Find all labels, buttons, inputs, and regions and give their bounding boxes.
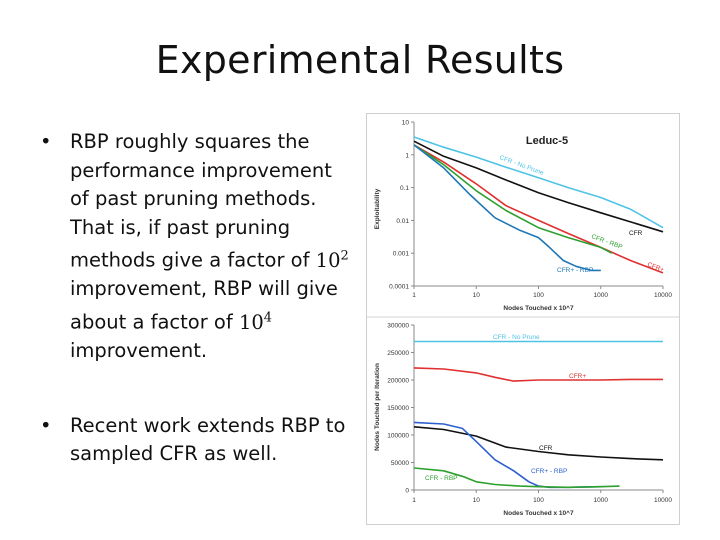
series-line-cfr xyxy=(413,426,664,461)
x-tick-label: 10000 xyxy=(654,292,672,299)
bullet-marker: • xyxy=(40,413,52,437)
series-label: CFR - No Prune xyxy=(493,334,540,341)
series-line-cfr-rbp xyxy=(413,467,620,489)
chart-title: Leduc-5 xyxy=(526,135,568,147)
bullet-list: • RBP roughly squares the performance im… xyxy=(40,128,352,515)
y-tick-label: 150000 xyxy=(387,405,409,412)
bullet-text-part-a: RBP roughly squares the performance impr… xyxy=(70,130,332,272)
y-tick-label: 10 xyxy=(402,120,410,127)
x-tick-label: 100 xyxy=(533,292,544,299)
series-label: CFR - No Prune xyxy=(498,154,545,177)
x-tick-label: 1000 xyxy=(594,292,609,299)
x-tick-label: 100 xyxy=(533,497,544,504)
slide-title: Experimental Results xyxy=(155,38,565,82)
x-axis-label: Nodes Touched x 10^7 xyxy=(503,304,574,312)
math-factor-2-base: 10 xyxy=(238,310,264,334)
x-tick-label: 1 xyxy=(412,497,416,504)
y-tick-label: 1 xyxy=(405,152,409,159)
bullet-item-rbp-squares: • RBP roughly squares the performance im… xyxy=(40,128,352,366)
series-label: CFR+ xyxy=(569,373,586,380)
series-label: CFR - RBP xyxy=(590,233,623,251)
y-tick-label: 250000 xyxy=(387,350,409,357)
y-tick-label: 50000 xyxy=(391,460,409,467)
series-label: CFR+ - RBP xyxy=(557,267,593,274)
series-line-cfr- xyxy=(413,367,663,382)
series-label: CFR+ - RBP xyxy=(531,468,567,475)
y-tick-label: 200000 xyxy=(387,378,409,385)
x-tick-label: 10 xyxy=(473,292,481,299)
x-tick-label: 10 xyxy=(473,497,481,504)
math-factor-1-exp: 2 xyxy=(340,248,349,264)
math-factor-1: 102 xyxy=(315,248,349,272)
y-tick-label: 0.1 xyxy=(400,185,409,192)
bullet-text-part-b: improvement, RBP will give about a facto… xyxy=(70,277,338,334)
bullet-text: Recent work extends RBP to sampled CFR a… xyxy=(70,413,346,466)
series-line-cfr-rbp xyxy=(413,144,601,272)
y-tick-label: 0.001 xyxy=(393,251,410,258)
chart-panel: 10 1 0.1 0.01 0.001 0.0001 1 10 100 1000 10000 Node… xyxy=(366,113,680,525)
y-tick-label: 300000 xyxy=(387,323,409,330)
math-factor-2-exp: 4 xyxy=(263,310,273,326)
y-tick-label: 0.0001 xyxy=(389,284,409,291)
bullet-marker: • xyxy=(40,130,52,153)
series-line-cfr-no-prune xyxy=(413,136,664,229)
x-axis-label: Nodes Touched x 10^7 xyxy=(503,509,574,517)
bullet-item-recent-work: • Recent work extends RBP to sampled CFR… xyxy=(40,412,352,469)
y-tick-label: 100000 xyxy=(387,433,409,440)
y-axis-label: Exploitability xyxy=(374,188,381,229)
y-axis-label: Nodes Touched per Iteration xyxy=(374,363,381,451)
y-tick-label: 0 xyxy=(405,488,409,495)
series-label: CFR+ xyxy=(646,261,665,274)
math-factor-1-base: 10 xyxy=(315,248,341,272)
bullet-text-part-c: improvement. xyxy=(70,339,208,363)
x-tick-label: 1000 xyxy=(594,497,609,504)
math-factor-2: 104 xyxy=(238,310,273,334)
series-line-cfr- xyxy=(413,144,664,274)
x-tick-label: 1 xyxy=(412,292,416,299)
series-label: CFR xyxy=(539,445,553,452)
x-tick-label: 10000 xyxy=(654,497,672,504)
series-label: CFR - RBP xyxy=(425,475,458,482)
series-label: CFR xyxy=(629,230,643,237)
series-line-cfr-rbp xyxy=(413,144,613,254)
series-line-cfr xyxy=(413,140,664,233)
y-tick-label: 0.01 xyxy=(396,218,409,225)
